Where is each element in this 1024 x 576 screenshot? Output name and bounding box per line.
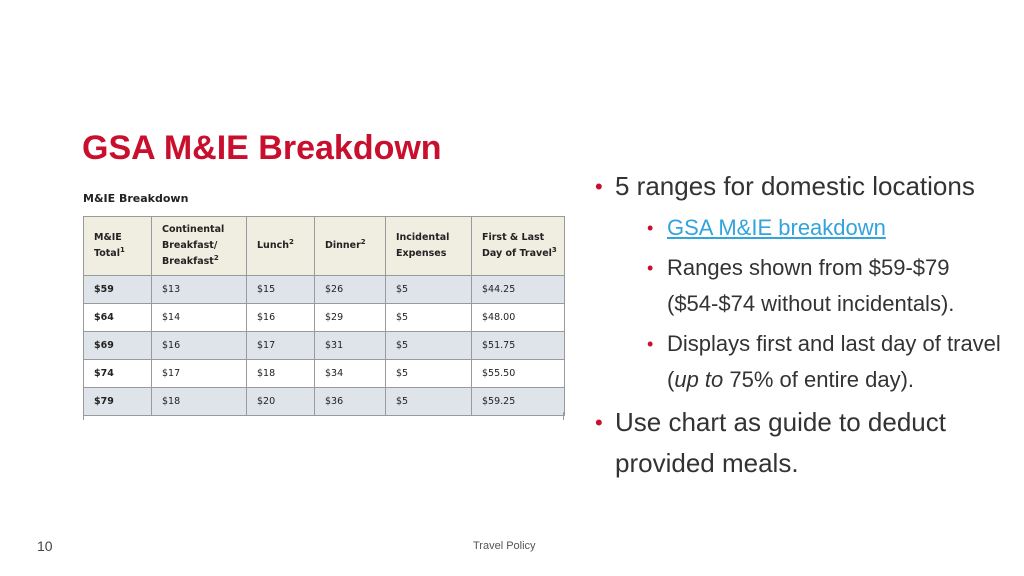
header-line-text: Lunch	[257, 240, 289, 251]
sub-bullet-item: • Displays first and last day of travel …	[615, 326, 1015, 398]
slide-title: GSA M&IE Breakdown	[82, 129, 442, 167]
table-cell: $14	[151, 303, 247, 332]
table-cell: $79	[83, 387, 152, 416]
header-first-last-day: First & Last Day of Travel3	[471, 216, 565, 276]
table-cell: $16	[151, 331, 247, 360]
table-cell: $5	[385, 331, 472, 360]
header-incidental-expenses: Incidental Expenses	[385, 216, 472, 276]
table-cell: $48.00	[471, 303, 565, 332]
bullet-text: Use chart as guide to deduct provided me…	[615, 407, 946, 478]
header-line: First & Last	[482, 232, 545, 243]
table-header-row: M&IE Total1 Continental Breakfast/ Break…	[83, 216, 565, 276]
table-cell: $5	[385, 359, 472, 388]
table-cell: $59	[83, 275, 152, 304]
table-cell: $74	[83, 359, 152, 388]
gsa-mie-breakdown-link[interactable]: GSA M&IE breakdown	[667, 215, 886, 240]
table-cell: $13	[151, 275, 247, 304]
bullet-dot-icon: •	[595, 410, 603, 435]
table-caption: M&IE Breakdown	[83, 192, 189, 205]
header-line-text: Day of Travel	[482, 248, 552, 259]
mie-breakdown-table: M&IE Total1 Continental Breakfast/ Break…	[83, 216, 565, 416]
table-cell: $44.25	[471, 275, 565, 304]
footnote-marker: 1	[119, 245, 125, 254]
table-cell: $29	[314, 303, 386, 332]
table-cell: $17	[151, 359, 247, 388]
table-cell: $31	[314, 331, 386, 360]
header-line: Continental	[162, 224, 225, 235]
footer-text: Travel Policy	[473, 540, 536, 552]
table-cell: $69	[83, 331, 152, 360]
header-dinner: Dinner2	[314, 216, 386, 276]
bullet-dot-icon: •	[647, 334, 654, 354]
table-cell: $36	[314, 387, 386, 416]
sub-bullet-text: Ranges shown from $59-$79 ($54-$74 witho…	[667, 255, 955, 316]
table-row: $59 $13 $15 $26 $5 $44.25	[83, 275, 565, 304]
header-line: Breakfast2	[162, 254, 246, 270]
table-cell: $20	[246, 387, 315, 416]
bullet-dot-icon: •	[647, 218, 654, 238]
table-cell: $34	[314, 359, 386, 388]
sub-bullet-italic: up to	[674, 367, 724, 392]
header-breakfast: Continental Breakfast/ Breakfast2	[151, 216, 247, 276]
table-row: $69 $16 $17 $31 $5 $51.75	[83, 331, 565, 360]
header-mie-total: M&IE Total1	[83, 216, 152, 276]
footnote-marker: 2	[213, 253, 219, 262]
header-lunch: Lunch2	[246, 216, 315, 276]
header-line: Day of Travel3	[482, 246, 564, 262]
header-line: Expenses	[396, 248, 447, 259]
header-line-text: Breakfast	[162, 256, 214, 267]
sub-bullet-text: 75% of entire day).	[723, 367, 915, 392]
sub-bullet-text: Displays first and last day of travel (	[667, 331, 1001, 392]
header-line: Lunch2	[257, 238, 314, 254]
header-line-text: Dinner	[325, 240, 361, 251]
bullet-dot-icon: •	[595, 174, 603, 199]
bullet-list: • 5 ranges for domestic locations • GSA …	[595, 166, 1015, 484]
bullet-item: • Use chart as guide to deduct provided …	[595, 402, 1015, 484]
footnote-marker: 2	[360, 237, 366, 246]
bullet-dot-icon: •	[647, 258, 654, 278]
header-line: Dinner2	[325, 238, 385, 254]
header-line: Total1	[94, 246, 151, 262]
table-cell: $5	[385, 387, 472, 416]
table-cell: $55.50	[471, 359, 565, 388]
table-cell: $15	[246, 275, 315, 304]
page-number: 10	[37, 538, 53, 554]
header-line: M&IE	[94, 232, 122, 243]
header-line: Breakfast/	[162, 240, 218, 251]
table-cell: $18	[246, 359, 315, 388]
table-cell: $5	[385, 275, 472, 304]
table-tail-edge	[83, 412, 564, 420]
table-row: $74 $17 $18 $34 $5 $55.50	[83, 359, 565, 388]
table-cell: $59.25	[471, 387, 565, 416]
table-cell: $26	[314, 275, 386, 304]
table-row: $64 $14 $16 $29 $5 $48.00	[83, 303, 565, 332]
bullet-text: 5 ranges for domestic locations	[615, 171, 975, 201]
table-cell: $51.75	[471, 331, 565, 360]
footnote-marker: 2	[288, 237, 294, 246]
sub-bullet-item: • GSA M&IE breakdown	[615, 210, 1015, 246]
header-line-text: Total	[94, 248, 120, 259]
table-row: $79 $18 $20 $36 $5 $59.25	[83, 387, 565, 416]
sub-bullet-item: • Ranges shown from $59-$79 ($54-$74 wit…	[615, 250, 1015, 322]
sub-bullet-list: • GSA M&IE breakdown • Ranges shown from…	[615, 210, 1015, 398]
footnote-marker: 3	[551, 245, 557, 254]
bullet-item: • 5 ranges for domestic locations • GSA …	[595, 166, 1015, 398]
table-cell: $17	[246, 331, 315, 360]
table-cell: $16	[246, 303, 315, 332]
table-cell: $64	[83, 303, 152, 332]
table-cell: $5	[385, 303, 472, 332]
header-line: Incidental	[396, 232, 450, 243]
